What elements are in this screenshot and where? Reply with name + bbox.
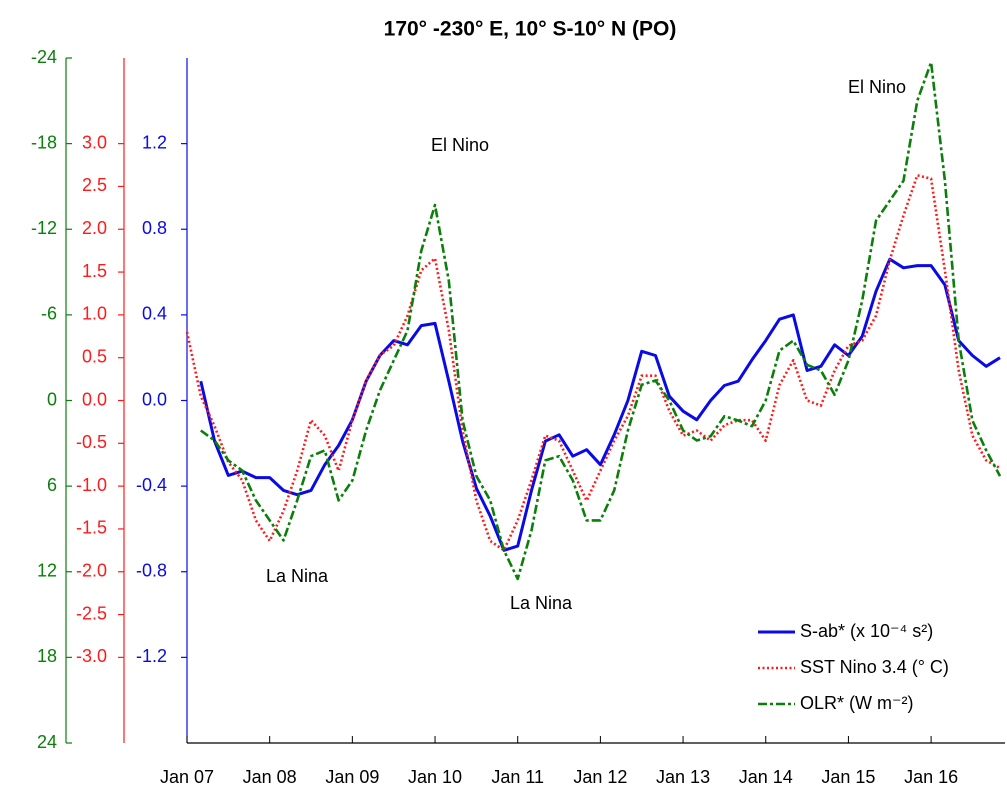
y-tick-label: 1.0 bbox=[82, 304, 107, 324]
x-tick-label: Jan 09 bbox=[325, 767, 379, 787]
y-tick-label: -24 bbox=[31, 47, 57, 67]
annotation: El Nino bbox=[431, 135, 489, 155]
series-line bbox=[200, 61, 1002, 581]
y-tick-label: 0.5 bbox=[82, 346, 107, 366]
series-line bbox=[185, 174, 1001, 552]
x-tick-label: Jan 08 bbox=[243, 767, 297, 787]
legend-label: OLR* (W m⁻²) bbox=[800, 693, 913, 713]
y-tick-label: 0.0 bbox=[82, 389, 107, 409]
x-tick-label: Jan 16 bbox=[904, 767, 958, 787]
y-tick-label: -1.2 bbox=[136, 646, 167, 666]
x-tick-label: Jan 13 bbox=[656, 767, 710, 787]
legend-label: SST Nino 3.4 (° C) bbox=[800, 657, 949, 677]
y-tick-label: -2.5 bbox=[76, 603, 107, 623]
x-tick-label: Jan 12 bbox=[573, 767, 627, 787]
series-line bbox=[199, 257, 1001, 552]
y-tick-label: 0.0 bbox=[142, 389, 167, 409]
y-tick-label: -2.0 bbox=[76, 561, 107, 581]
y-tick-label: -12 bbox=[31, 218, 57, 238]
y-tick-label: -0.8 bbox=[136, 561, 167, 581]
y-tick-label: 12 bbox=[37, 561, 57, 581]
y-tick-label: -0.5 bbox=[76, 432, 107, 452]
x-tick-label: Jan 07 bbox=[160, 767, 214, 787]
x-tick-label: Jan 10 bbox=[408, 767, 462, 787]
y-tick-label: 1.2 bbox=[142, 132, 167, 152]
y-tick-label: -1.5 bbox=[76, 518, 107, 538]
y-tick-label: 1.5 bbox=[82, 261, 107, 281]
annotation: La Nina bbox=[510, 593, 573, 613]
y-tick-label: 2.0 bbox=[82, 218, 107, 238]
y-tick-label: 18 bbox=[37, 646, 57, 666]
y-tick-label: 6 bbox=[47, 475, 57, 495]
y-tick-label: 0.8 bbox=[142, 218, 167, 238]
x-tick-label: Jan 14 bbox=[739, 767, 793, 787]
annotation: El Nino bbox=[848, 77, 906, 97]
y-tick-label: -18 bbox=[31, 132, 57, 152]
y-tick-label: 0.4 bbox=[142, 304, 167, 324]
y-tick-label: 0 bbox=[47, 389, 57, 409]
y-tick-label: 24 bbox=[37, 732, 57, 752]
y-tick-label: -3.0 bbox=[76, 646, 107, 666]
y-tick-label: 2.5 bbox=[82, 175, 107, 195]
x-tick-label: Jan 15 bbox=[821, 767, 875, 787]
y-tick-label: -1.0 bbox=[76, 475, 107, 495]
y-tick-label: -0.4 bbox=[136, 475, 167, 495]
annotation: La Nina bbox=[266, 566, 329, 586]
y-tick-label: -6 bbox=[41, 304, 57, 324]
x-tick-label: Jan 11 bbox=[491, 767, 544, 787]
legend-label: S-ab* (x 10⁻⁴ s²) bbox=[800, 621, 933, 641]
y-tick-label: 3.0 bbox=[82, 132, 107, 152]
chart-title: 170° -230° E, 10° S-10° N (PO) bbox=[384, 18, 677, 41]
